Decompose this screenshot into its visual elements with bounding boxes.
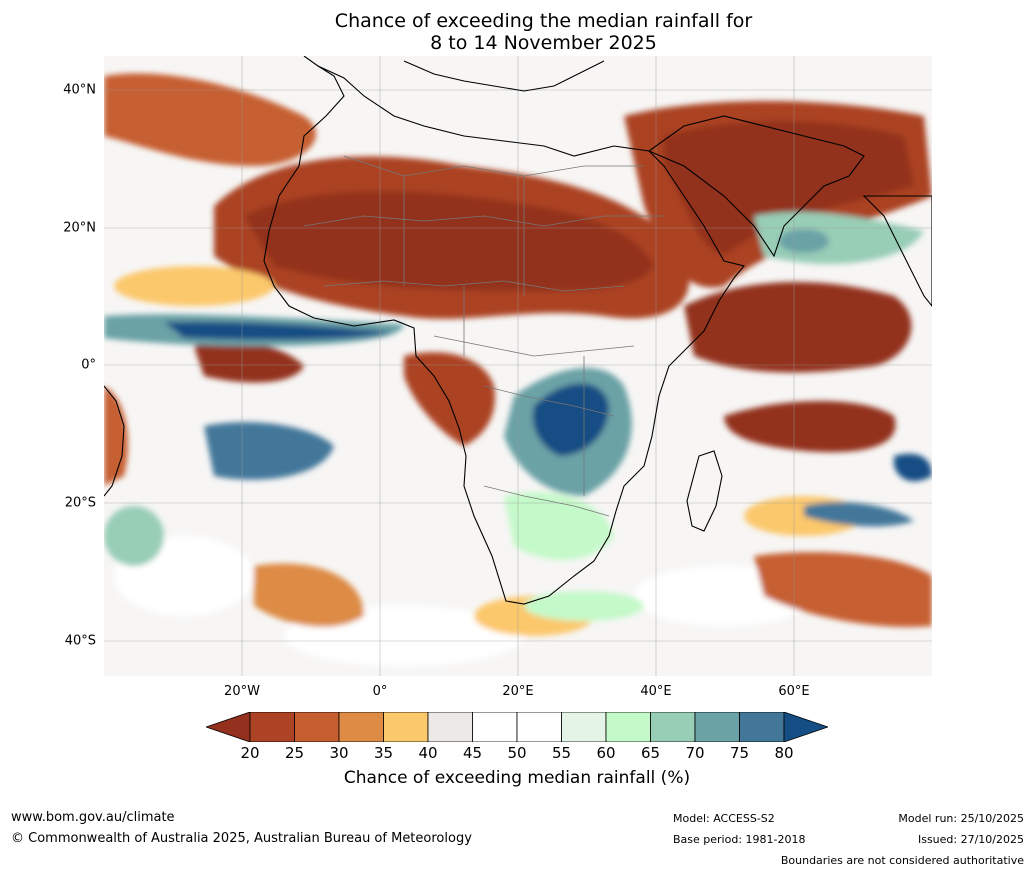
colorbar-tick: 30: [329, 744, 349, 762]
border: [433, 335, 635, 357]
madagascar-coastline: [686, 450, 723, 532]
colorbar-bin-25-30: [294, 712, 340, 742]
map-title: Chance of exceeding the median rainfall …: [0, 10, 1035, 54]
border: [483, 485, 610, 517]
region-south-atlantic-west-dry: [104, 386, 128, 486]
lon-label-0: 0°: [372, 684, 388, 699]
colorbar-bin-65-70: [650, 712, 696, 742]
colorbar-bin-35-40: [383, 712, 429, 742]
lat-label-20n: 20°N: [63, 220, 96, 236]
footer-website: www.bom.gov.au/climate: [11, 810, 175, 825]
colorbar-high-triangle: [783, 712, 828, 742]
footer-model-run: Model run: 25/10/2025: [898, 812, 1024, 825]
colorbar-bin-40-45: [427, 712, 473, 742]
arabia-coastline: [647, 115, 865, 258]
region-indian-ocean-dry: [724, 401, 896, 453]
colorbar-tick: 65: [640, 744, 661, 762]
colorbar-tick: 20: [240, 744, 260, 762]
border: [483, 385, 615, 417]
region-sahara-very-dry: [244, 191, 654, 292]
footer-disclaimer: Boundaries are not considered authoritat…: [780, 854, 1024, 867]
title-line-1: Chance of exceeding the median rainfall …: [334, 10, 753, 32]
map-canvas: [104, 56, 932, 676]
title-line-2: 8 to 14 November 2025: [430, 32, 657, 54]
footer-issued: Issued: 27/10/2025: [917, 833, 1024, 846]
footer-copyright: © Commonwealth of Australia 2025, Austra…: [11, 831, 472, 846]
colorbar-tick: 80: [774, 744, 794, 762]
lon-label-20e: 20°E: [502, 684, 534, 699]
colorbar-tick: 75: [729, 744, 750, 762]
lat-label-20s: 20°S: [64, 495, 96, 511]
colorbar-tick: 35: [373, 744, 394, 762]
region-moderate-dry: [114, 266, 274, 306]
colorbar: [206, 712, 828, 742]
lat-label-40s: 40°S: [64, 633, 96, 649]
colorbar-tick: 55: [551, 744, 572, 762]
india-coastline: [862, 195, 932, 307]
border: [303, 215, 664, 227]
colorbar-bin-30-35: [338, 712, 384, 742]
border: [343, 155, 644, 177]
footer-model: Model: ACCESS-S2: [673, 812, 775, 825]
colorbar-bin-50-55: [516, 712, 562, 742]
region-east-indian-ocean-wet: [894, 453, 932, 482]
colorbar-bin-70-75: [694, 712, 740, 742]
rainfall-map: [104, 56, 932, 676]
colorbar-bin-55-60: [561, 712, 607, 742]
colorbar-tick: 25: [284, 744, 305, 762]
colorbar-bin-20-25: [249, 712, 295, 742]
colorbar-bin-45-50: [472, 712, 518, 742]
region-arabian-sea-wetter: [779, 229, 829, 253]
colorbar-bin-75-80: [739, 712, 785, 742]
europe-coastline: [303, 56, 605, 92]
lon-label-40e: 40°E: [640, 684, 672, 699]
region-south-atlantic-wet: [204, 422, 334, 480]
country-borders: [303, 155, 664, 517]
colorbar-bin-60-65: [605, 712, 651, 742]
africa-coastline: [263, 65, 745, 605]
region-atlantic-north-dry: [104, 73, 316, 166]
colorbar-tick: 45: [462, 744, 483, 762]
border: [323, 280, 625, 292]
footer-base-period: Base period: 1981-2018: [673, 833, 806, 846]
region-gulf-guinea-dry: [194, 342, 304, 383]
colorbar-title: Chance of exceeding median rainfall (%): [343, 768, 691, 788]
region-equatorial-atlantic-very-wet: [164, 321, 394, 340]
colorbar-low-triangle: [206, 712, 251, 742]
region-arabian-sea-dry: [684, 282, 912, 373]
lat-label-40n: 40°N: [63, 82, 96, 98]
colorbar-tick: 60: [596, 744, 616, 762]
region-middle-east-very-dry: [664, 121, 914, 256]
region-indian-ocean-wet: [804, 501, 914, 527]
colorbar-tick: 70: [685, 744, 705, 762]
region-congo-dry: [404, 352, 495, 446]
lon-label-60e: 60°E: [778, 684, 810, 699]
south-america-coastline: [104, 385, 125, 497]
graticule: [104, 56, 932, 676]
lon-label-20w: 20°W: [224, 684, 260, 699]
colorbar-tick: 50: [507, 744, 527, 762]
region-slightly-wet: [524, 591, 644, 621]
region-slightly-wet: [104, 506, 164, 566]
lat-label-0: 0°: [81, 357, 96, 373]
border: [403, 176, 585, 496]
colorbar-tick: 40: [418, 744, 438, 762]
region-south-atlantic-dry: [254, 563, 364, 627]
region-southern-indian-dry: [754, 552, 932, 627]
coastlines: [104, 56, 932, 605]
